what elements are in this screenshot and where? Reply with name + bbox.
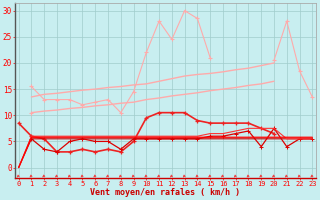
X-axis label: Vent moyen/en rafales ( km/h ): Vent moyen/en rafales ( km/h ) — [91, 188, 240, 197]
